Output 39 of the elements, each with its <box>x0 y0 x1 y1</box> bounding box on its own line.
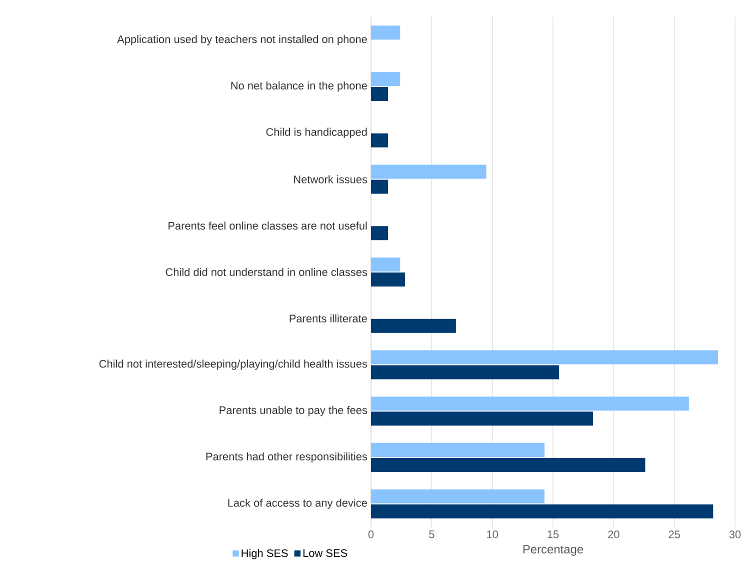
bar <box>371 226 388 240</box>
y-tick-label: Application used by teachers not installed on phone <box>117 35 367 46</box>
y-tick-label: Child did not understand in online classes <box>166 268 368 276</box>
x-tick-label: 0 <box>368 530 374 538</box>
bar <box>371 412 594 426</box>
bar <box>371 26 400 40</box>
x-tick-label: 30 <box>729 530 741 538</box>
y-tick-label: Lack of access to any device <box>228 498 367 509</box>
legend-label: Low SES <box>303 549 348 557</box>
bar <box>371 164 486 179</box>
x-tick-label: 20 <box>608 530 620 538</box>
bar <box>371 133 388 148</box>
bar <box>371 87 388 102</box>
bar <box>371 442 545 457</box>
legend-label: High SES <box>242 549 288 560</box>
bar <box>371 504 714 518</box>
bar <box>371 350 718 364</box>
y-tick-label: Parents feel online classes are not useful <box>168 222 367 230</box>
x-tick-label: 25 <box>668 530 680 538</box>
x-tick-label: 15 <box>548 530 559 538</box>
x-tick-label: 5 <box>429 530 434 538</box>
bar <box>371 72 400 86</box>
x-tick-label: 10 <box>487 530 498 538</box>
y-tick-label: Parents illiterate <box>290 314 367 322</box>
y-tick-label: Child not interested/sleeping/playing/child health issues <box>99 360 368 370</box>
y-tick-label: Child is handicapped <box>266 128 367 138</box>
y-tick-label: No net balance in the phone <box>231 81 367 92</box>
bar <box>371 365 560 380</box>
bar <box>371 180 388 194</box>
bar <box>371 318 456 333</box>
y-tick-label: Parents had other responsibilities <box>206 452 368 463</box>
bar <box>371 396 689 411</box>
bar <box>371 272 405 287</box>
bar <box>371 258 400 272</box>
bar <box>371 458 646 472</box>
y-tick-label: Parents unable to pay the fees <box>220 406 368 416</box>
x-axis-title: Percentage <box>523 545 584 556</box>
y-tick-label: Network issues <box>294 175 368 184</box>
bar <box>371 489 545 504</box>
